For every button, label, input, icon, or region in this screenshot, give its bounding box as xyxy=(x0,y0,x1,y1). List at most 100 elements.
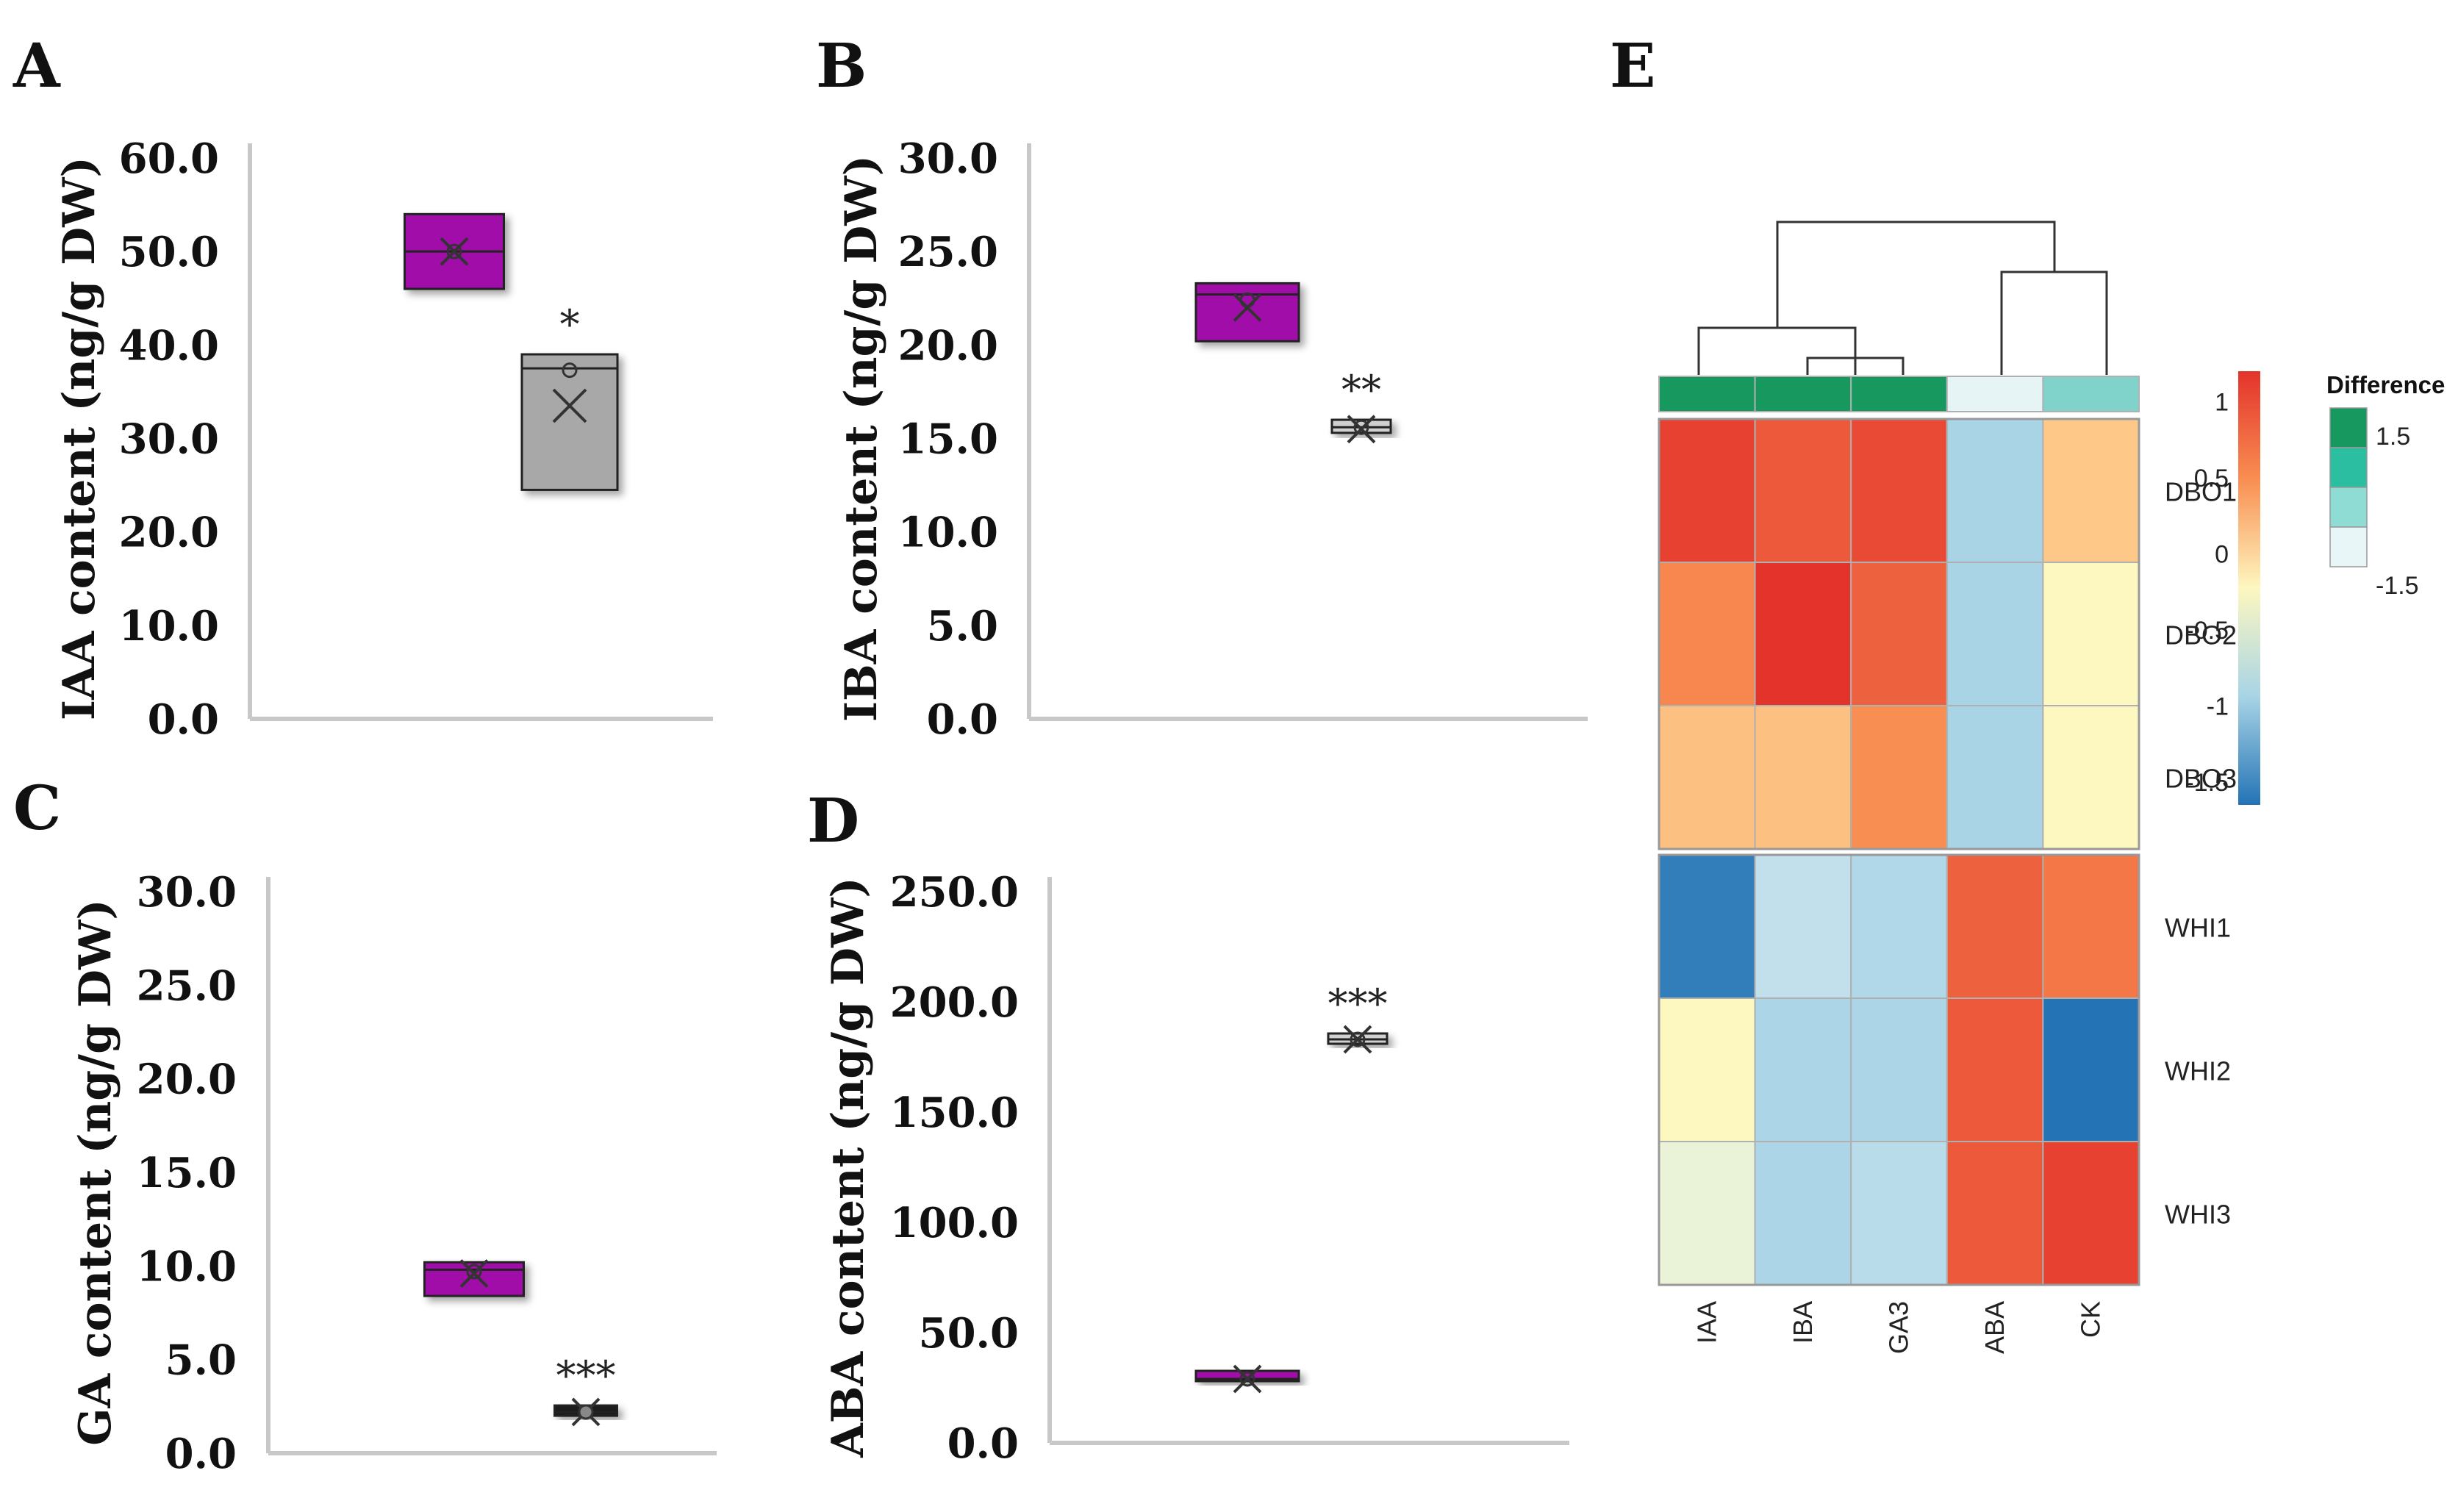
color-scale-tick: -0.5 xyxy=(2185,617,2229,645)
color-scale-tick: 0 xyxy=(2215,540,2229,568)
heatmap-cell xyxy=(2042,418,2140,563)
difference-bar xyxy=(1658,376,2140,412)
box-panel-a: 60.0 50.0 40.0 30.0 20.0 10.0 0.0 IAA content (… xyxy=(54,135,713,744)
difference-swatch xyxy=(2329,526,2368,567)
y-tick-label: 15.0 xyxy=(137,1149,237,1197)
heatmap-cell xyxy=(1754,1141,1852,1286)
panel-label-d: D xyxy=(807,786,859,856)
y-axis-label: IBA content (ng/g DW) xyxy=(836,155,887,722)
outlier-point xyxy=(1239,292,1255,308)
heatmap-cell xyxy=(1850,562,1948,706)
heatmap-cell xyxy=(1850,997,1948,1142)
row-label: WHI1 xyxy=(2165,913,2231,943)
difference-cell xyxy=(1946,376,2044,412)
row-label: WHI3 xyxy=(2165,1200,2231,1230)
row-label: DBO3 xyxy=(2165,764,2237,794)
heatmap-cell xyxy=(1754,705,1852,850)
heatmap-cell xyxy=(1658,562,1756,706)
mean-marker xyxy=(552,388,587,423)
box-panel-b: 30.0 25.0 20.0 15.0 10.0 5.0 0.0 IBA content (n… xyxy=(836,135,1588,744)
heatmap-cell xyxy=(1946,997,2044,1142)
panel-label-e: E xyxy=(1610,31,1656,101)
y-axis-label: ABA content (ng/g DW) xyxy=(823,877,874,1458)
y-tick-label: 50.0 xyxy=(919,1309,1019,1358)
y-tick-label: 5.0 xyxy=(165,1336,237,1385)
heatmap-cell xyxy=(1754,997,1852,1142)
difference-swatch xyxy=(2329,487,2368,528)
heatmap-cell xyxy=(1754,854,1852,999)
box-dbo xyxy=(1194,282,1300,343)
significance-label: * xyxy=(560,301,580,348)
heatmap-cell xyxy=(2042,705,2140,850)
color-scale-ticks: 1 0.5 0 -0.5 -1 -1.5 xyxy=(2185,388,2229,797)
difference-tick: -1.5 xyxy=(2376,572,2419,600)
difference-legend-title: Difference xyxy=(2326,371,2445,398)
y-tick-label: 10.0 xyxy=(119,602,219,651)
heatmap-cell xyxy=(1946,854,2044,999)
panel-label-b: B xyxy=(816,31,867,101)
y-tick-label: 10.0 xyxy=(898,509,998,557)
y-tick-label: 20.0 xyxy=(898,321,998,370)
color-scale-tick: 1 xyxy=(2215,388,2229,416)
significance-label: *** xyxy=(1328,981,1388,1027)
heatmap-cell xyxy=(1658,854,1756,999)
outlier-point xyxy=(1239,1371,1255,1387)
mean-marker xyxy=(1347,415,1376,444)
difference-swatch xyxy=(2329,407,2368,448)
mean-marker xyxy=(1233,1364,1262,1394)
heatmap-cell xyxy=(1850,418,1948,563)
difference-legend: 1.5 -1.5 xyxy=(2329,407,2419,600)
heatmap-cell xyxy=(1754,418,1852,563)
box-panel-c: 30.0 25.0 20.0 15.0 10.0 5.0 0.0 GA content (ng… xyxy=(70,868,717,1478)
panel-label-c: C xyxy=(13,773,61,844)
y-tick-label: 250.0 xyxy=(890,868,1019,917)
box-panel-d: 250.0 200.0 150.0 100.0 50.0 0.0 ABA content (… xyxy=(823,868,1569,1468)
y-tick-label: 100.0 xyxy=(890,1199,1019,1247)
heatmap-cell xyxy=(1754,562,1852,706)
column-label: GA3 xyxy=(1884,1301,1914,1354)
heatmap-frame-bottom xyxy=(1658,853,2140,1286)
difference-cell xyxy=(1658,376,1756,412)
heatmap-cell xyxy=(1850,1141,1948,1286)
difference-cell xyxy=(1850,376,1948,412)
heatmap-cell xyxy=(2042,1141,2140,1286)
difference-swatch xyxy=(2329,447,2368,488)
outlier-point xyxy=(1350,1031,1366,1047)
heatmap-cell xyxy=(1946,562,2044,706)
y-tick-label: 0.0 xyxy=(165,1430,237,1478)
outlier-point xyxy=(446,243,462,259)
column-label: IAA xyxy=(1691,1301,1721,1344)
y-tick-label: 40.0 xyxy=(119,321,219,370)
outlier-point xyxy=(466,1264,482,1280)
row-label: WHI2 xyxy=(2165,1056,2231,1086)
significance-label: ** xyxy=(1341,367,1381,413)
mean-marker xyxy=(1343,1025,1372,1054)
column-dendrogram xyxy=(1697,221,2108,375)
heatmap-cell xyxy=(1658,705,1756,850)
heatmap-cell xyxy=(1850,854,1948,999)
y-tick-label: 0.0 xyxy=(947,1419,1019,1468)
heatmap-cell xyxy=(1946,705,2044,850)
heatmap-cell xyxy=(2042,997,2140,1142)
y-tick-label: 25.0 xyxy=(898,228,998,276)
heatmap-cell xyxy=(1658,418,1756,563)
heatmap-row-labels: DBO1 DBO2 DBO3 WHI1 WHI2 WHI3 xyxy=(2165,477,2237,1230)
column-label: CK xyxy=(2076,1301,2106,1338)
y-tick-label: 30.0 xyxy=(137,868,237,917)
y-tick-label: 10.0 xyxy=(137,1242,237,1291)
heatmap-column-labels: IAA IBA GA3 ABA CK xyxy=(1691,1301,2105,1354)
y-tick-label: 30.0 xyxy=(898,135,998,183)
color-scale-tick: -1.5 xyxy=(2185,769,2229,797)
y-tick-label: 200.0 xyxy=(890,978,1019,1027)
y-axis-label: IAA content (ng/g DW) xyxy=(54,157,105,720)
heatmap-cell xyxy=(2042,854,2140,999)
mean-marker xyxy=(459,1259,489,1288)
panel-label-a: A xyxy=(12,31,61,101)
difference-cell xyxy=(2042,376,2140,412)
color-scale-tick: 0.5 xyxy=(2194,465,2229,492)
y-axis-label: GA content (ng/g DW) xyxy=(70,899,121,1446)
color-scale-tick: -1 xyxy=(2207,692,2229,720)
mean-marker xyxy=(440,237,469,266)
y-tick-label: 0.0 xyxy=(148,695,219,744)
